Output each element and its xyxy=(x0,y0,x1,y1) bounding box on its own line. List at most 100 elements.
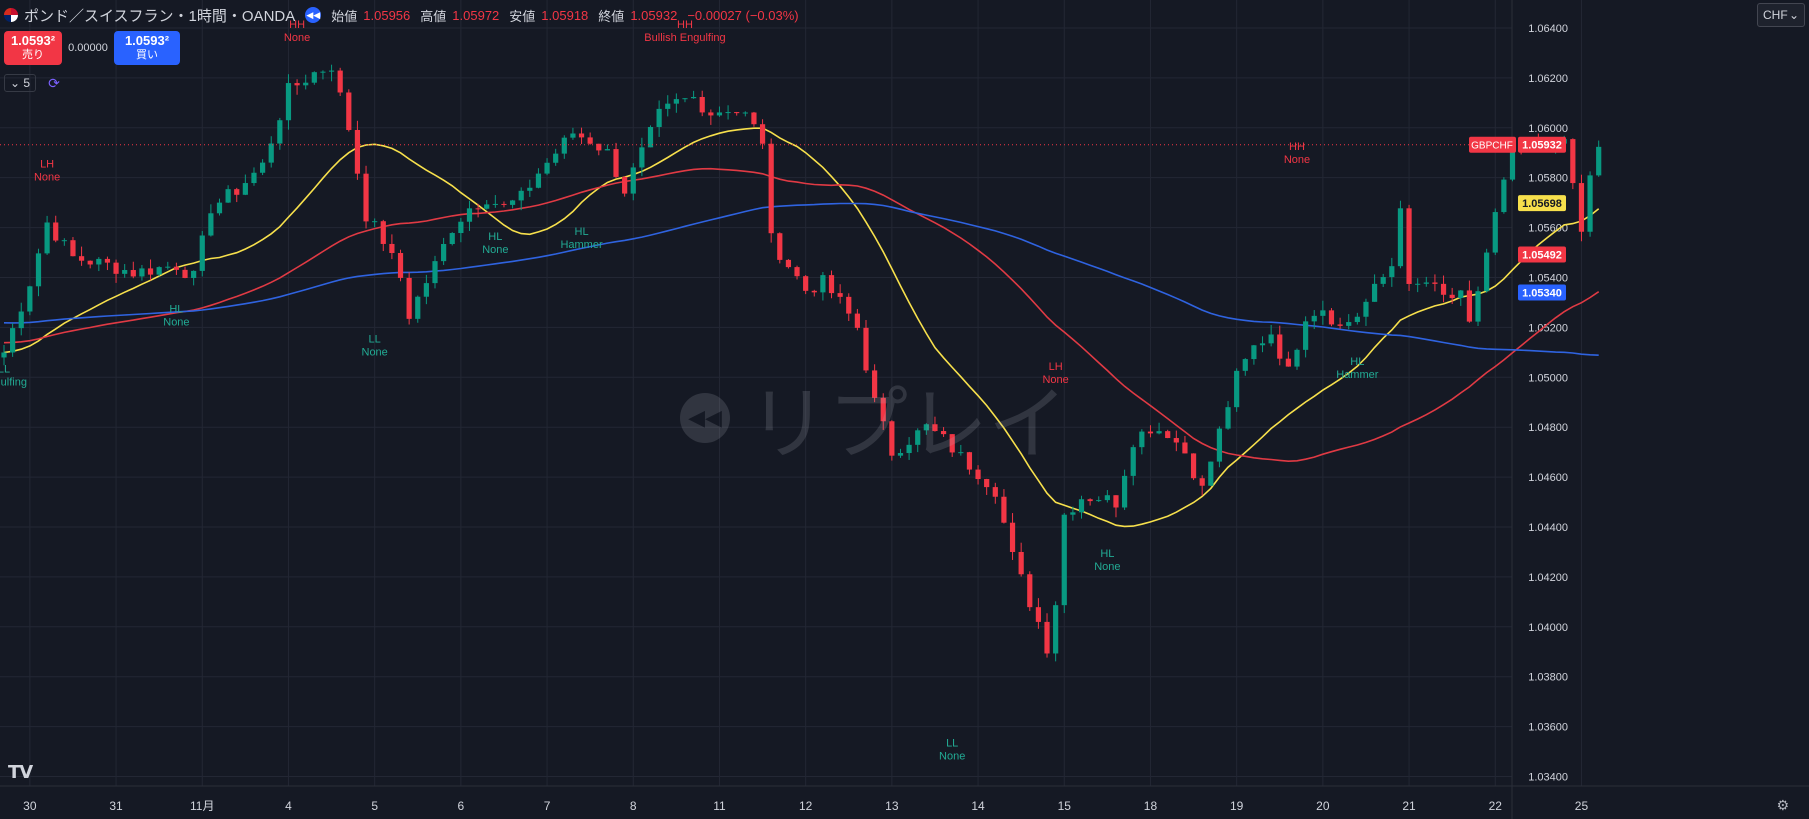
chevron-down-icon: ⌄ xyxy=(1788,8,1799,22)
candle-body xyxy=(1009,522,1016,552)
candle-body xyxy=(311,72,317,83)
candle-body xyxy=(742,112,748,114)
candle-body xyxy=(958,452,964,454)
candle-body xyxy=(1225,407,1231,429)
y-tick-label: 1.06400 xyxy=(1528,23,1568,35)
trade-panel: 1.0593² 売り 0.00000 1.0593² 買い xyxy=(4,31,180,65)
close-label: 終値 xyxy=(598,8,625,24)
candle-body xyxy=(87,260,93,265)
candle-body xyxy=(1449,294,1455,299)
pattern-label-type: HL xyxy=(488,231,502,243)
pattern-label-name: None xyxy=(1094,561,1120,573)
price-tag: GBPCHF 1.05932 xyxy=(1469,136,1566,153)
candle-body xyxy=(1165,431,1171,439)
candle-body xyxy=(1122,475,1128,508)
y-tick-label: 1.05800 xyxy=(1528,173,1568,185)
pattern-label-type: HL xyxy=(1350,356,1364,368)
candle-body xyxy=(975,469,981,480)
pattern-label-name: None xyxy=(34,172,60,184)
x-tick-label: 13 xyxy=(885,799,899,813)
y-tick-label: 1.04000 xyxy=(1528,622,1568,634)
pattern-label-name: None xyxy=(939,751,965,763)
pattern-label-type: HL xyxy=(1100,548,1114,560)
x-tick-label: 31 xyxy=(109,799,123,813)
candle-body xyxy=(596,143,602,151)
candle-body xyxy=(53,222,59,241)
candle-body xyxy=(716,112,723,116)
candle-body xyxy=(777,233,783,260)
candle-body xyxy=(78,256,85,261)
candle-body xyxy=(527,187,533,191)
candle-body xyxy=(1130,447,1136,476)
candle-body xyxy=(268,143,274,163)
y-tick-label: 1.04200 xyxy=(1528,572,1568,584)
pattern-label-type: HH xyxy=(289,19,305,31)
symbol-title[interactable]: ポンド／スイスフラン・1時間・OANDA xyxy=(24,7,296,25)
candle-body xyxy=(1139,431,1145,448)
candle-body xyxy=(27,286,33,312)
settings-icon[interactable]: ⚙ xyxy=(1776,797,1789,813)
candle-body xyxy=(1475,291,1481,322)
candle-body xyxy=(18,311,24,329)
chevron-down-icon: ⌄ xyxy=(10,76,21,90)
candle-body xyxy=(604,149,610,151)
candle-body xyxy=(130,270,136,277)
candle-body xyxy=(587,137,593,144)
candle-body xyxy=(372,221,378,223)
candle-body xyxy=(1509,146,1516,180)
candle-body xyxy=(337,70,343,93)
candle-body xyxy=(363,173,369,222)
price-tag: 1.05698 xyxy=(1518,195,1566,212)
y-tick-label: 1.06200 xyxy=(1528,73,1568,85)
candle-body xyxy=(544,162,550,174)
pattern-label-type: LL xyxy=(946,738,958,750)
candle-body xyxy=(578,133,585,138)
y-tick-label: 1.04800 xyxy=(1528,422,1568,434)
candle-body xyxy=(1311,315,1317,322)
tradingview-logo-icon[interactable]: TV xyxy=(8,762,33,783)
candle-body xyxy=(1018,551,1024,575)
candle-body xyxy=(1190,453,1197,479)
candle-body xyxy=(225,189,231,203)
candle-body xyxy=(682,98,688,100)
price-tag-bg xyxy=(1518,246,1566,263)
candle-body xyxy=(441,243,447,262)
candle-body xyxy=(1070,512,1076,515)
candle-body xyxy=(768,143,774,234)
candle-body xyxy=(165,266,171,268)
buy-label: 買い xyxy=(136,49,158,61)
price-tag-value: 1.05698 xyxy=(1522,198,1562,210)
currency-selector[interactable]: CHF ⌄ xyxy=(1757,3,1805,27)
low-value: 1.05918 xyxy=(541,7,589,23)
candle-body xyxy=(872,370,878,398)
sell-button[interactable]: 1.0593² 売り xyxy=(4,31,62,65)
candle-body xyxy=(1389,266,1395,278)
refresh-icon[interactable]: ⟳ xyxy=(48,74,60,91)
candle-body xyxy=(1380,277,1386,284)
candle-body xyxy=(1303,321,1309,350)
x-tick-label: 15 xyxy=(1058,799,1072,813)
price-tag-bg xyxy=(1518,195,1566,212)
pattern-label-name: None xyxy=(284,32,310,44)
candle-body xyxy=(44,222,50,254)
x-tick-label: 8 xyxy=(630,799,637,813)
candle-body xyxy=(1277,334,1283,359)
low-label: 安値 xyxy=(509,8,536,24)
buy-button[interactable]: 1.0593² 買い xyxy=(114,31,180,65)
pattern-label-name: Hammer xyxy=(1336,369,1379,381)
indicator-toggle[interactable]: ⌄ 5 xyxy=(4,74,37,92)
candle-body xyxy=(1061,514,1067,606)
candle-body xyxy=(1104,495,1110,501)
candle-body xyxy=(725,112,731,114)
pattern-label-type: LL xyxy=(0,363,10,375)
candle-body xyxy=(570,133,576,138)
close-value: 1.05932 xyxy=(630,7,678,23)
pattern-label-name: None xyxy=(163,316,189,328)
candle-body xyxy=(475,208,481,210)
replay-icon[interactable]: ◀◀ xyxy=(305,7,322,23)
candle-body xyxy=(328,70,335,72)
candle-body xyxy=(501,203,507,205)
candle-body xyxy=(1354,316,1360,323)
candle-body xyxy=(1173,438,1179,443)
